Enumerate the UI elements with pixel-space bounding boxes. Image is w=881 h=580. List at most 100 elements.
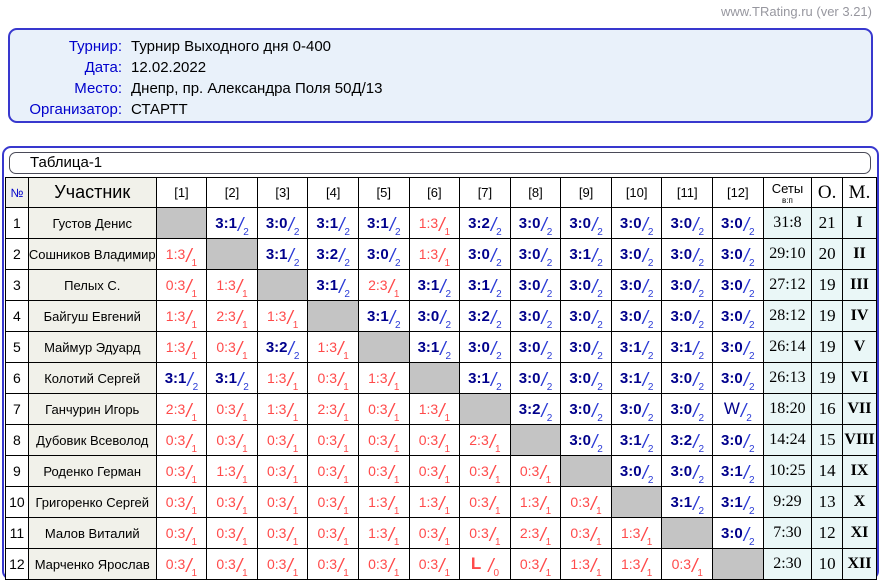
- match-points-sub: 2: [546, 382, 553, 393]
- score-slash: /: [236, 277, 243, 298]
- score-slash: /: [743, 339, 750, 360]
- match-points-sub: 1: [242, 537, 248, 548]
- match-score: 2:3: [469, 432, 489, 448]
- score-slash: /: [236, 556, 243, 577]
- match-result-cell: 3:2/2: [256, 331, 309, 363]
- col-header-num: №: [5, 177, 29, 208]
- score-slash: /: [642, 246, 648, 267]
- match-result-cell: 3:1/2: [459, 362, 511, 394]
- match-points-sub: 1: [191, 320, 198, 331]
- match-result-cell: 0:3/1: [307, 362, 359, 394]
- match-score: 0:3: [266, 556, 287, 572]
- match-points-sub: 2: [647, 320, 654, 331]
- score-slash: /: [186, 525, 192, 546]
- match-result-cell: 3:0/2: [661, 207, 714, 239]
- match-result-cell: 0:3/1: [560, 517, 612, 549]
- match-result-cell: 3:0/2: [661, 300, 714, 332]
- match-result-cell: 3:0/2: [712, 238, 764, 270]
- info-row-organizer: Организатор: СТАРТТ: [10, 99, 871, 120]
- score-slash: /: [540, 463, 546, 484]
- score-slash: /: [693, 401, 699, 422]
- match-points-sub: 2: [597, 289, 603, 300]
- match-score: 3:2: [468, 215, 490, 232]
- score-slash: /: [389, 215, 395, 236]
- match-score: 1:3: [165, 246, 186, 262]
- match-points-sub: 1: [444, 537, 450, 548]
- match-points-sub: 1: [292, 413, 299, 424]
- score-slash: /: [541, 308, 547, 329]
- player-row: 10 Григоренко Сергей 0:3/1 0:3/1 0:3/1 0:3/1 1…: [5, 486, 877, 518]
- match-result-cell: 0:3/1: [256, 424, 309, 456]
- match-points-sub: 1: [444, 444, 450, 455]
- match-score: 3:1: [215, 215, 237, 232]
- match-score: 0:3: [469, 463, 489, 479]
- match-score: 2:3: [368, 277, 388, 293]
- match-score: 3:0: [670, 246, 693, 263]
- score-slash: /: [439, 556, 445, 577]
- score-slash: /: [186, 277, 192, 298]
- match-points-sub: 2: [749, 475, 755, 486]
- match-result-cell: 3:1/2: [408, 269, 461, 301]
- match-points-sub: 1: [495, 537, 501, 548]
- score-slash: /: [439, 494, 445, 515]
- col-header-round: [5]: [357, 177, 410, 208]
- match-score: 3:0: [670, 463, 693, 480]
- match-result-cell: 3:0/2: [610, 455, 663, 487]
- match-result-cell: 2:3/1: [307, 393, 359, 425]
- points-total: 13: [811, 486, 844, 518]
- match-score: 0:3: [570, 494, 590, 510]
- score-slash: /: [541, 339, 547, 360]
- match-points-sub: 2: [496, 351, 502, 362]
- score-slash: /: [439, 463, 445, 484]
- score-slash: /: [338, 432, 344, 453]
- match-score: 3:0: [265, 215, 288, 232]
- match-result-cell: 1:3/1: [155, 331, 208, 363]
- match-score: 0:3: [317, 494, 337, 510]
- match-points-sub: 1: [191, 506, 198, 517]
- match-score: 3:0: [721, 246, 743, 263]
- match-score: 0:3: [519, 556, 540, 572]
- col-header-round: [3]: [256, 177, 309, 208]
- score-slash: /: [338, 370, 344, 391]
- match-points-sub: 2: [746, 413, 752, 424]
- match-score: 3:1: [417, 277, 440, 294]
- match-score: 3:0: [619, 215, 642, 232]
- score-slash: /: [440, 339, 446, 360]
- diagonal-cell: [155, 207, 208, 239]
- match-score: 1:3: [165, 339, 186, 355]
- match-points-sub: 2: [496, 382, 502, 393]
- score-slash: /: [237, 370, 244, 391]
- match-score: 1:3: [418, 494, 439, 510]
- score-slash: /: [287, 308, 293, 329]
- match-result-cell: 3:2/2: [661, 424, 714, 456]
- match-score: 0:3: [266, 463, 287, 479]
- match-points-sub: 2: [749, 258, 755, 269]
- match-score: 3:0: [569, 432, 591, 449]
- score-slash: /: [287, 370, 293, 391]
- score-slash: /: [236, 432, 243, 453]
- tab-table-1[interactable]: Таблица-1: [9, 152, 871, 174]
- match-points-sub: 2: [647, 351, 654, 362]
- match-points-sub: 1: [191, 351, 198, 362]
- diagonal-cell: [206, 238, 258, 270]
- match-points-sub: 1: [242, 475, 248, 486]
- match-result-cell: 3:0/2: [357, 238, 410, 270]
- score-slash: /: [541, 401, 547, 422]
- match-points-sub: 1: [242, 351, 248, 362]
- match-points-sub: 2: [496, 258, 502, 269]
- match-score: 0:3: [671, 556, 692, 572]
- score-slash: /: [440, 308, 446, 329]
- place-value: IV: [842, 300, 877, 332]
- score-slash: /: [186, 401, 192, 422]
- score-slash: /: [287, 494, 293, 515]
- match-points-sub: 1: [444, 227, 450, 238]
- site-credit-link[interactable]: www.TRating.ru (ver 3.21): [721, 4, 872, 19]
- player-row: 11 Малов Виталий 0:3/1 0:3/1 0:3/1 0:3/1 1:3/1…: [5, 517, 877, 549]
- match-result-cell: 3:1/2: [307, 207, 359, 239]
- match-points-sub: 2: [698, 320, 704, 331]
- score-slash: /: [592, 215, 598, 236]
- diagonal-cell: [459, 393, 511, 425]
- player-row: 6 Колотий Сергей 3:1/2 3:1/2 1:3/1 0:3/1 1:3/1…: [5, 362, 877, 394]
- col-header-sets: Сеты в:п: [762, 177, 813, 208]
- match-result-cell: 0:3/1: [155, 424, 208, 456]
